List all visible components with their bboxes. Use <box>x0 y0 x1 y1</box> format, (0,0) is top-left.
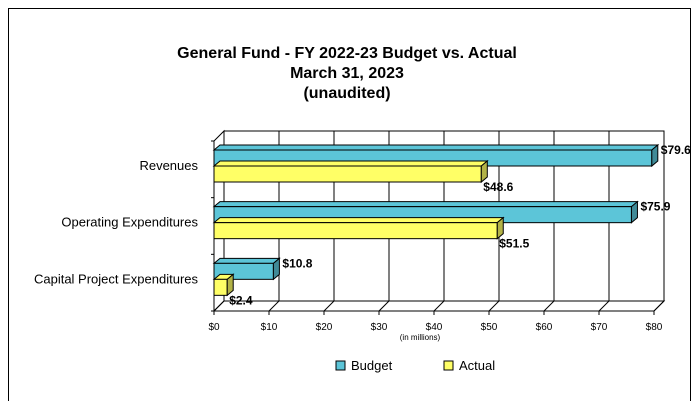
legend-label: Actual <box>459 358 495 373</box>
chart-title: General Fund - FY 2022-23 Budget vs. Act… <box>177 45 517 102</box>
bar-top-face <box>212 160 489 167</box>
x-tick-label: $10 <box>261 322 278 333</box>
x-axis-label: (in millions) <box>400 333 441 342</box>
gridline-floor <box>323 300 335 312</box>
x-tick-label: $0 <box>208 322 220 333</box>
category-label: Capital Project Expenditures <box>34 271 199 286</box>
bar-actual <box>212 216 505 240</box>
bar-top-face <box>212 144 660 151</box>
bar-end-face <box>651 143 659 168</box>
x-tick-label: $30 <box>371 322 388 333</box>
legend: Budget Actual <box>335 358 495 373</box>
x-tick-label: $50 <box>481 322 498 333</box>
gridline-floor <box>653 300 665 312</box>
data-label: $48.6 <box>483 180 513 194</box>
data-label: $2.4 <box>229 293 253 307</box>
chart-title-line-1: General Fund - FY 2022-23 Budget vs. Act… <box>177 45 517 62</box>
bar-actual <box>212 273 235 297</box>
bar-top-face <box>212 257 281 264</box>
bar-top-face <box>212 201 639 208</box>
bar-end-face <box>630 200 638 224</box>
bar-actual <box>212 159 489 184</box>
bar-end-face <box>226 273 234 297</box>
bar-front-face <box>213 222 498 240</box>
data-label: $75.9 <box>640 200 670 214</box>
bar-top-face <box>212 217 505 224</box>
bar-end-face <box>480 159 488 184</box>
gridline-floor <box>433 300 445 312</box>
legend-item-actual: Actual <box>443 358 495 373</box>
bar-front-face <box>213 165 482 183</box>
x-tick-label: $20 <box>316 322 333 333</box>
category-label: Revenues <box>139 158 198 173</box>
bar-front-face <box>213 278 228 296</box>
gridline-floor <box>378 300 390 312</box>
chart-title-line-3: (unaudited) <box>303 85 390 102</box>
x-tick-labels: $0 $10 $20 $30 $40 $50 $60 $70 $80 <box>208 322 662 333</box>
gridline-floor <box>488 300 500 312</box>
x-tick-label: $80 <box>646 322 663 333</box>
bar-end-face <box>496 216 504 240</box>
legend-label: Budget <box>351 358 393 373</box>
gridline-floor <box>543 300 555 312</box>
data-label: $79.6 <box>661 143 691 157</box>
legend-swatch <box>335 360 346 371</box>
legend-item-budget: Budget <box>335 358 393 373</box>
x-tick-label: $40 <box>426 322 443 333</box>
chart-title-line-2: March 31, 2023 <box>290 65 404 82</box>
category-labels: Revenues Operating Expenditures Capital Pr… <box>34 158 199 286</box>
legend-swatch <box>443 360 454 371</box>
bars: $79.6 $48.6 $75.9 $51.5 $10.8 $2.4 <box>212 143 691 307</box>
bar-end-face <box>272 257 280 281</box>
data-label: $10.8 <box>282 256 312 270</box>
gridline-floor <box>213 300 225 312</box>
gridline-floor <box>598 300 610 312</box>
gridline-floor <box>268 300 280 312</box>
x-tick-label: $60 <box>536 322 553 333</box>
data-label: $51.5 <box>499 237 529 251</box>
x-tick-label: $70 <box>591 322 608 333</box>
category-label: Operating Expenditures <box>61 215 198 230</box>
